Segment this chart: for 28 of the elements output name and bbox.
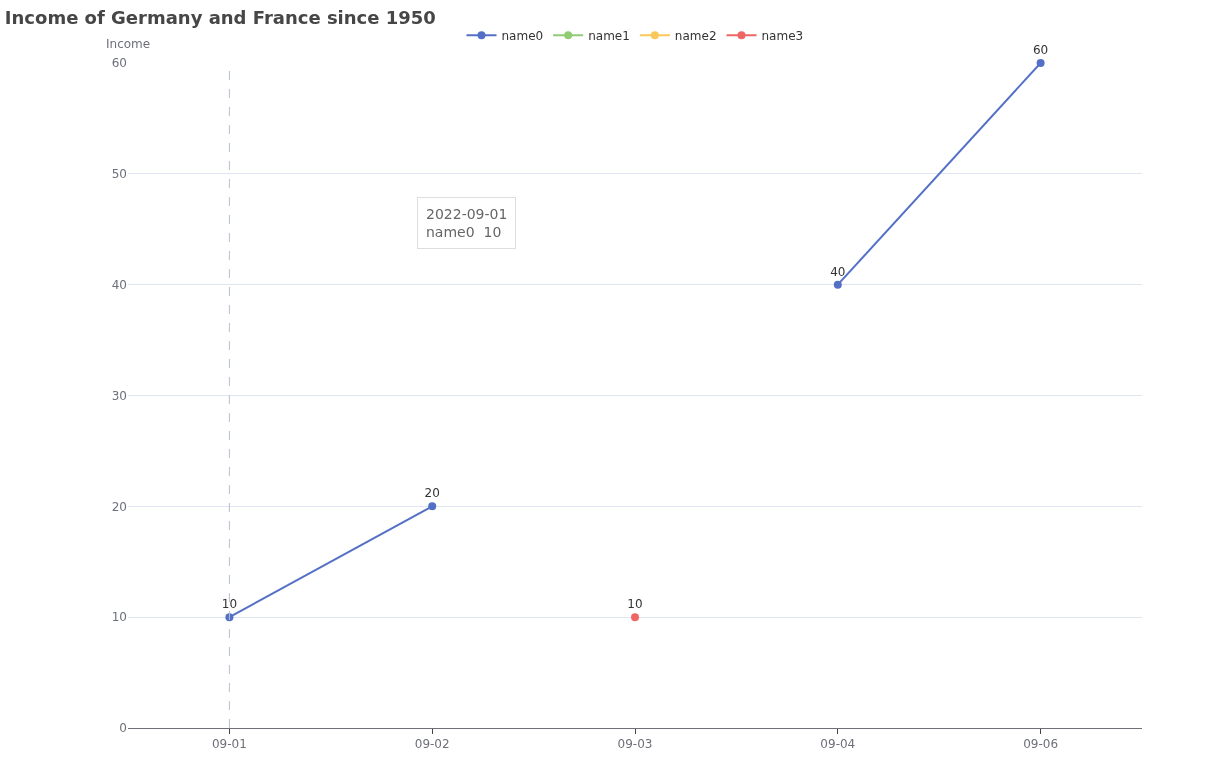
point	[833, 280, 842, 289]
legend-label: name2	[674, 28, 717, 43]
x-tick-label: 09-01	[211, 737, 247, 752]
y-axis-title: Income	[106, 37, 151, 51]
y-tick-label: 50	[111, 167, 127, 182]
legend-label: name0	[501, 28, 544, 43]
y-tick-label: 0	[119, 721, 127, 736]
x-tick-label: 09-03	[617, 737, 653, 752]
point	[1036, 59, 1045, 67]
y-tick-label: 30	[111, 388, 127, 403]
data-label: 60	[1032, 43, 1049, 57]
data-label: 10	[627, 597, 643, 612]
point	[428, 502, 437, 511]
data-label: 20	[424, 486, 440, 501]
y-tick-label: 40	[111, 277, 127, 292]
data-label: 40	[830, 264, 846, 279]
annotation: name0 10	[426, 224, 502, 241]
x-tick-label: 09-04	[820, 737, 856, 752]
data-label: 10	[221, 597, 238, 612]
chart-title: Income of Germany and France since 1950	[4, 7, 436, 29]
annotation: 2022-09-01	[426, 206, 508, 222]
legend-label: name3	[761, 28, 804, 43]
y-tick-label: 60	[111, 56, 127, 71]
legend-label: name1	[588, 28, 630, 43]
x-tick-label: 09-06	[1023, 737, 1059, 752]
y-tick-label: 10	[111, 610, 127, 625]
y-tick-label: 20	[111, 499, 127, 514]
x-tick-label: 09-02	[414, 737, 450, 752]
